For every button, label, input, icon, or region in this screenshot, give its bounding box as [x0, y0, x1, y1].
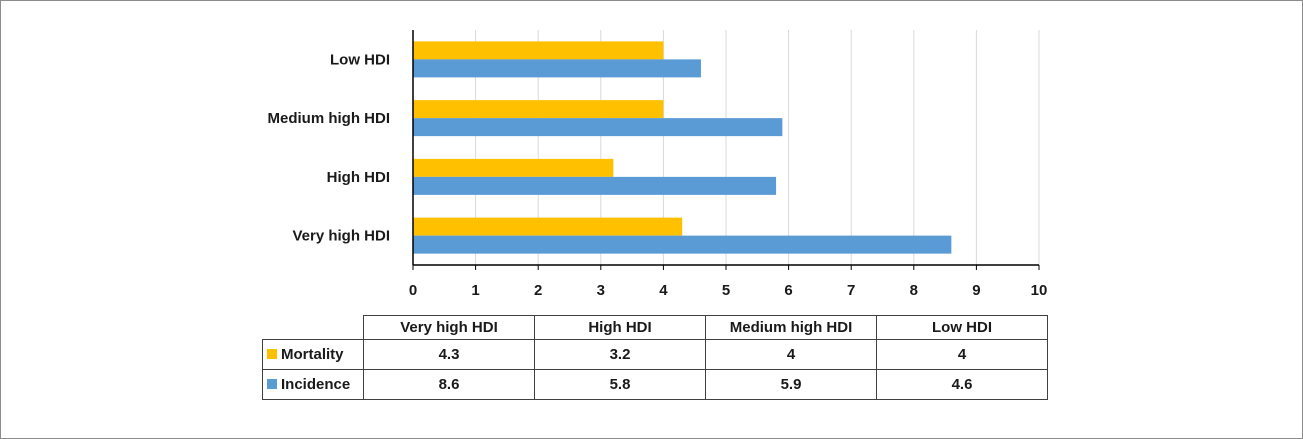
bar-incidence [413, 118, 783, 137]
legend-label-incidence: Incidence [281, 376, 351, 393]
axes [412, 30, 1040, 270]
x-tick-label: 2 [534, 282, 542, 299]
bar-incidence [413, 235, 952, 254]
table-cell: 8.6 [363, 369, 535, 400]
table-cell: 5.8 [534, 369, 706, 400]
x-tick-label: 6 [784, 282, 792, 299]
x-tick-label: 7 [847, 282, 855, 299]
bar-mortality [413, 217, 683, 236]
table-cell: 4.6 [876, 369, 1048, 400]
incidence-legend-key [267, 379, 277, 389]
x-tick-label: 3 [597, 282, 605, 299]
bar-incidence [413, 59, 701, 78]
table-header-cell: Very high HDI [363, 315, 535, 340]
y-category-label: High HDI [327, 169, 390, 186]
bars [413, 41, 952, 254]
x-tick-label: 8 [910, 282, 918, 299]
bar-mortality [413, 158, 614, 177]
data-table: Very high HDI High HDI Medium high HDI L… [262, 315, 1048, 400]
table-corner-cell [262, 315, 364, 340]
x-tick-label: 0 [409, 282, 417, 299]
x-tick-label: 4 [659, 282, 668, 299]
legend-incidence: Incidence [262, 369, 364, 400]
table-cell: 3.2 [534, 339, 706, 370]
bar-incidence [413, 176, 777, 195]
table-cell: 5.9 [705, 369, 877, 400]
table-cell: 4 [705, 339, 877, 370]
x-tick-label: 10 [1031, 282, 1048, 299]
y-category-label: Medium high HDI [268, 110, 391, 127]
table-header-row: Very high HDI High HDI Medium high HDI L… [262, 315, 1048, 340]
bar-mortality [413, 41, 664, 60]
mortality-legend-key [267, 349, 277, 359]
labels: 0 1 2 3 4 5 6 7 8 9 10 Very high HDI High HDI Medium … [268, 51, 1048, 299]
table-row-mortality: Mortality 4.3 3.2 4 4 [262, 339, 1048, 370]
table-header-cell: High HDI [534, 315, 706, 340]
table-row-incidence: Incidence 8.6 5.8 5.9 4.6 [262, 369, 1048, 400]
bar-mortality [413, 100, 664, 119]
x-tick-label: 1 [471, 282, 479, 299]
x-tick-label: 9 [972, 282, 980, 299]
table-cell: 4 [876, 339, 1048, 370]
table-cell: 4.3 [363, 339, 535, 370]
legend-mortality: Mortality [262, 339, 364, 370]
x-tick-label: 5 [722, 282, 730, 299]
y-category-label: Very high HDI [292, 228, 390, 245]
table-header-cell: Low HDI [876, 315, 1048, 340]
table-header-cell: Medium high HDI [705, 315, 877, 340]
legend-label-mortality: Mortality [281, 346, 344, 363]
y-category-label: Low HDI [330, 51, 390, 68]
